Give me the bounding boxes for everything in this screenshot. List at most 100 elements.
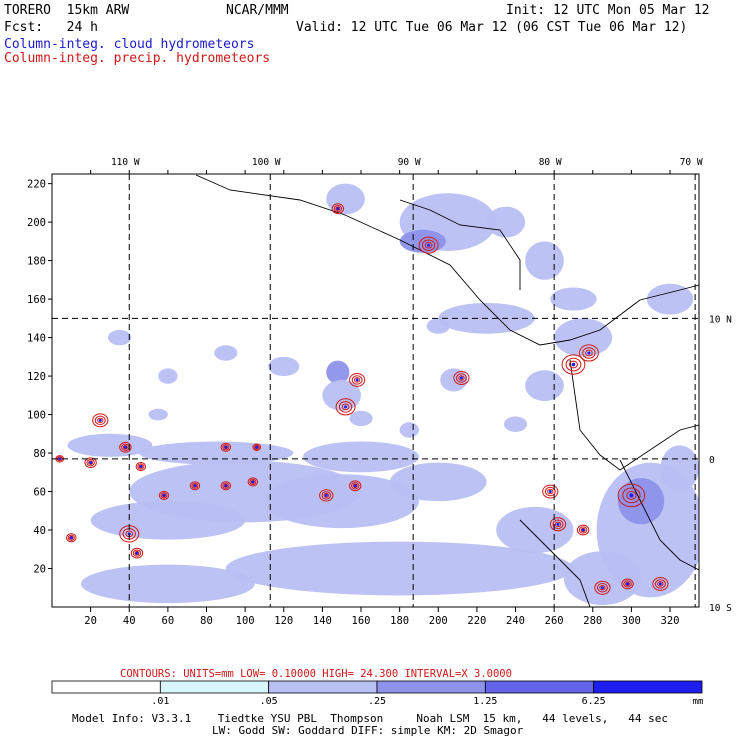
precip-core [600,586,604,590]
x-tick-label: 280 [583,615,602,627]
valid-time: Valid: 12 UTC Tue 06 Mar 12 (06 CST Tue … [296,20,688,35]
cloud-shade-area [322,379,362,411]
precip-contour [189,481,201,491]
cloud-shade-area [503,416,528,432]
precip-contour [92,413,109,428]
cloud-shade-area [554,318,613,357]
precip-contour [222,444,230,451]
precip-contour [84,457,97,469]
precip-core [69,536,73,540]
precip-contour [554,521,562,528]
precip-core [344,405,348,409]
precip-contour [220,442,232,452]
precip-contour [67,534,75,541]
cloud-shade-area [525,370,564,402]
cloud-shade-area [158,368,178,384]
precip-contour [617,483,646,508]
precip-contour [252,443,262,452]
y-tick-label: 200 [27,217,46,229]
precip-contour [585,349,593,357]
x-tick-label: 180 [390,615,409,627]
cloud-shade-area [399,229,446,253]
colorbar-segment [159,680,270,694]
precip-contour [578,526,588,534]
cloud-shade-area [225,541,574,596]
precip-contour [622,487,641,504]
precip-contour [323,492,330,498]
precip-contour [349,372,366,387]
precip-contour [253,444,260,450]
longitude-label: 110 W [111,157,140,168]
precip-contour [596,583,608,593]
cloud-shade-area [148,408,168,421]
cloud-shade-area [264,474,419,529]
y-tick-label: 100 [27,410,46,422]
precip-contour [552,519,564,529]
colorbar-unit: mm [693,697,704,707]
x-tick-label: 260 [545,615,564,627]
colorbar-segment [484,680,595,694]
latitude-label: 0 [709,455,715,466]
cloud-shade-area [660,445,699,492]
cloud-shade-area [108,329,132,346]
precip-contour [576,524,590,536]
cloud-shade-area [268,356,300,377]
precip-contour [220,481,232,491]
precip-core [336,207,340,211]
precip-contour [88,460,94,465]
coastline [569,359,699,471]
precip-core [224,484,228,488]
coastline [519,519,591,607]
precip-contour [544,486,556,497]
precip-contour [549,517,567,532]
precip-core [353,484,357,488]
colorbar-segment [593,680,703,694]
precip-contour [652,576,669,591]
x-tick-label: 80 [200,615,213,627]
precip-contour [335,206,341,211]
precip-contour [160,492,168,499]
precip-core [658,582,662,586]
precip-contour [135,461,147,472]
y-tick-label: 160 [27,294,46,306]
cloud-shade-area [563,551,642,606]
precip-contour [561,354,586,375]
y-tick-label: 20 [33,564,46,576]
precip-contour [453,371,470,385]
precip-core [548,490,552,494]
precip-contour [626,490,637,500]
longitude-label: 80 W [539,157,562,168]
precip-core [193,484,197,488]
precip-contour [565,357,582,372]
precip-contour [341,403,350,411]
precip-contour [421,239,436,251]
colorbar-level-label: .05 [260,696,278,707]
contour-info: CONTOURS: UNITS=mm LOW= 0.10000 HIGH= 24… [120,668,512,680]
cloud-shade-area [326,183,365,215]
y-tick-label: 220 [27,179,46,191]
precip-core [626,582,630,586]
coastline [399,199,521,290]
precip-contour [458,375,465,381]
precip-contour [349,480,362,492]
y-tick-label: 40 [33,525,46,537]
precip-core [629,493,634,498]
coastline [619,459,699,571]
field-label-cloud: Column-integ. cloud hydrometeors [4,37,255,52]
y-tick-label: 120 [27,371,46,383]
cloud-shade-area [67,433,153,457]
y-tick-label: 180 [27,256,46,268]
precip-contour [542,484,559,499]
colorbar-segment [376,680,486,694]
longitude-label: 100 W [252,157,281,168]
precip-core [224,445,228,449]
colorbar-level-label: 6.25 [582,696,606,707]
precip-contour [66,533,77,543]
precip-core [139,465,143,469]
precip-core [587,351,591,355]
precip-contour [94,415,106,426]
precip-core [255,445,259,449]
precip-contour [654,579,666,589]
cloud-shade-area [214,345,238,361]
